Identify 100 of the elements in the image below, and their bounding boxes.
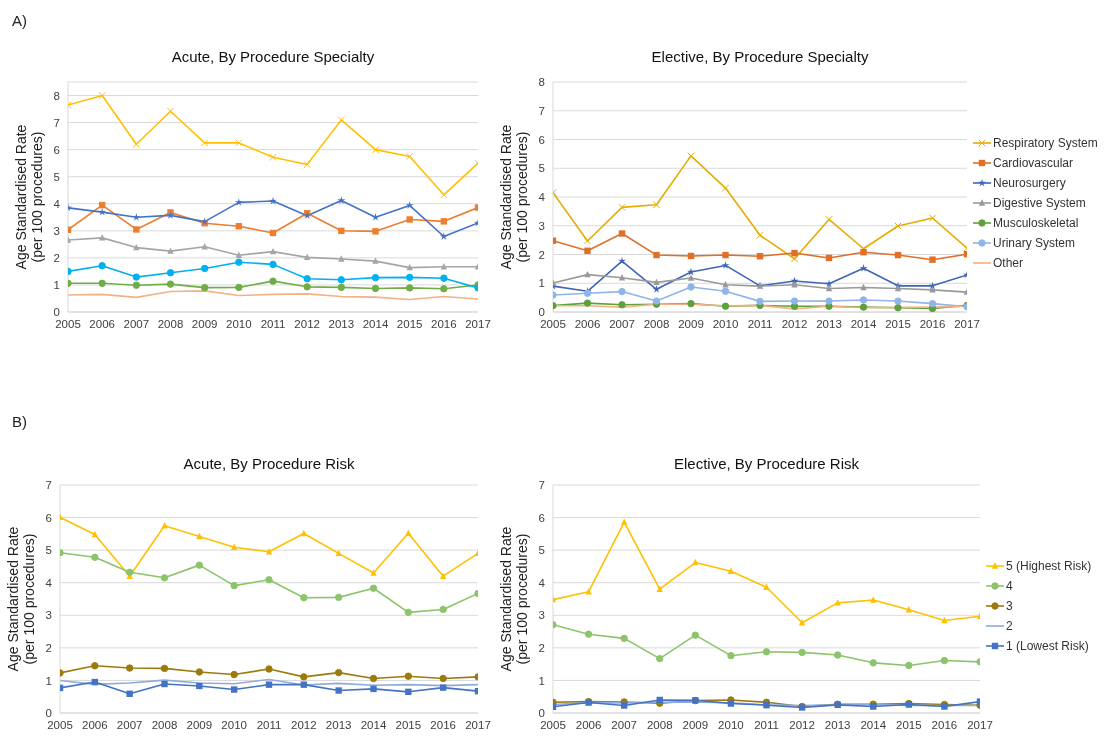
- y-tick-label: 5: [45, 544, 52, 557]
- x-tick-label: 2017: [954, 318, 980, 331]
- x-tick-label: 2015: [896, 719, 922, 732]
- x-tick-label: 2006: [82, 719, 108, 732]
- y-tick-label: 2: [53, 251, 60, 264]
- y-tick-label: 7: [538, 479, 545, 492]
- y-tick-label: 1: [45, 674, 52, 687]
- x-tick-label: 2012: [781, 318, 808, 331]
- y-tick-label: 2: [538, 641, 545, 654]
- y-axis-title: Age Standardised Rate (per 100 procedures): [498, 526, 530, 672]
- legend-label: 4: [1006, 579, 1013, 593]
- y-tick-label: 1: [538, 674, 545, 687]
- x-tick-label: 2011: [747, 318, 773, 331]
- y-tick-label: 3: [538, 609, 545, 622]
- x-tick-label: 2010: [712, 318, 739, 331]
- y-tick-label: 3: [53, 224, 60, 237]
- y-tick-label: 5: [53, 170, 60, 183]
- y-tick-label: 5: [538, 162, 545, 175]
- x-tick-label: 2010: [221, 719, 247, 732]
- x-tick-label: 2006: [574, 318, 601, 331]
- x-tick-label: 2011: [260, 318, 286, 331]
- y-tick-label: 6: [45, 511, 52, 524]
- x-tick-label: 2009: [191, 318, 218, 331]
- x-tick-label: 2010: [226, 318, 252, 331]
- chart-title: Elective, By Procedure Specialty: [650, 48, 870, 65]
- y-tick-label: 4: [538, 191, 546, 204]
- x-tick-label: 2009: [678, 318, 704, 331]
- x-tick-label: 2014: [362, 318, 389, 331]
- x-tick-label: 2013: [824, 719, 851, 732]
- y-tick-label: 0: [538, 306, 545, 319]
- chart-title: Elective, By Procedure Risk: [672, 455, 861, 472]
- legend-label: 5 (Highest Risk): [1006, 559, 1092, 573]
- x-tick-label: 2014: [360, 719, 387, 732]
- x-tick-label: 2006: [89, 318, 115, 331]
- y-tick-label: 8: [53, 89, 60, 102]
- y-tick-label: 2: [538, 248, 545, 261]
- legend-label: 1 (Lowest Risk): [1006, 639, 1089, 653]
- x-tick-label: 2012: [789, 719, 815, 732]
- x-tick-label: 2013: [328, 318, 355, 331]
- y-tick-label: 3: [538, 219, 545, 232]
- x-tick-label: 2005: [47, 719, 73, 732]
- legend-label: Urinary System: [993, 235, 1076, 250]
- y-tick-label: 0: [538, 707, 545, 720]
- y-tick-label: 8: [538, 76, 545, 89]
- x-tick-label: 2014: [850, 318, 877, 331]
- text: B): [12, 413, 27, 430]
- x-tick-label: 2013: [325, 719, 352, 732]
- x-tick-label: 2012: [294, 318, 320, 331]
- chart-title: Acute, By Procedure Specialty: [170, 48, 376, 65]
- y-tick-label: 6: [53, 143, 60, 156]
- y-tick-label: 7: [45, 479, 52, 492]
- x-tick-label: 2008: [646, 719, 673, 732]
- x-tick-label: 2014: [860, 719, 887, 732]
- x-tick-label: 2005: [55, 318, 81, 331]
- y-tick-label: 2: [45, 641, 52, 654]
- y-axis-title: Age Standardised Rate (per 100 procedures): [13, 124, 45, 270]
- y-tick-label: 1: [538, 277, 545, 290]
- legend-label: Other: [993, 255, 1024, 270]
- y-tick-label: 7: [538, 104, 545, 117]
- y-tick-label: 1: [53, 279, 60, 292]
- y-axis-title: Age Standardised Rate (per 100 procedures): [5, 526, 37, 672]
- x-tick-label: 2007: [611, 719, 637, 732]
- y-tick-label: 6: [538, 511, 545, 524]
- x-tick-label: 2011: [256, 719, 282, 732]
- legend-label: Digestive System: [993, 195, 1086, 210]
- y-tick-label: 3: [45, 609, 52, 622]
- x-tick-label: 2009: [682, 719, 709, 732]
- x-tick-label: 2015: [885, 318, 911, 331]
- legend-label: Musculoskeletal: [993, 215, 1079, 230]
- x-tick-label: 2016: [431, 318, 457, 331]
- y-axis-title: Age Standardised Rate (per 100 procedures): [498, 124, 530, 270]
- legend-label: Neurosurgery: [993, 175, 1066, 190]
- x-tick-label: 2008: [643, 318, 670, 331]
- x-tick-label: 2016: [931, 719, 958, 732]
- x-tick-label: 2012: [291, 719, 317, 732]
- x-tick-label: 2007: [123, 318, 150, 331]
- x-tick-label: 2013: [816, 318, 842, 331]
- x-tick-label: 2017: [465, 719, 491, 732]
- x-tick-label: 2005: [540, 318, 566, 331]
- x-tick-label: 2016: [919, 318, 946, 331]
- legend-label: Respiratory System: [993, 135, 1098, 150]
- y-tick-label: 4: [53, 197, 61, 210]
- y-tick-label: 0: [45, 707, 52, 720]
- x-tick-label: 2010: [718, 719, 744, 732]
- text: A): [12, 12, 27, 29]
- y-tick-label: 4: [45, 576, 53, 589]
- x-tick-label: 2005: [540, 719, 566, 732]
- x-tick-label: 2007: [116, 719, 143, 732]
- legend-label: Cardiovascular: [993, 155, 1074, 170]
- y-tick-label: 4: [538, 576, 546, 589]
- chart-title: Acute, By Procedure Risk: [182, 455, 356, 472]
- y-tick-label: 0: [53, 306, 60, 319]
- x-tick-label: 2009: [186, 719, 213, 732]
- x-tick-label: 2015: [395, 719, 422, 732]
- x-tick-label: 2006: [575, 719, 602, 732]
- x-tick-label: 2017: [465, 318, 491, 331]
- x-tick-label: 2008: [157, 318, 184, 331]
- legend-label: 2: [1006, 619, 1013, 633]
- y-tick-label: 5: [538, 544, 545, 557]
- x-tick-label: 2017: [967, 719, 993, 732]
